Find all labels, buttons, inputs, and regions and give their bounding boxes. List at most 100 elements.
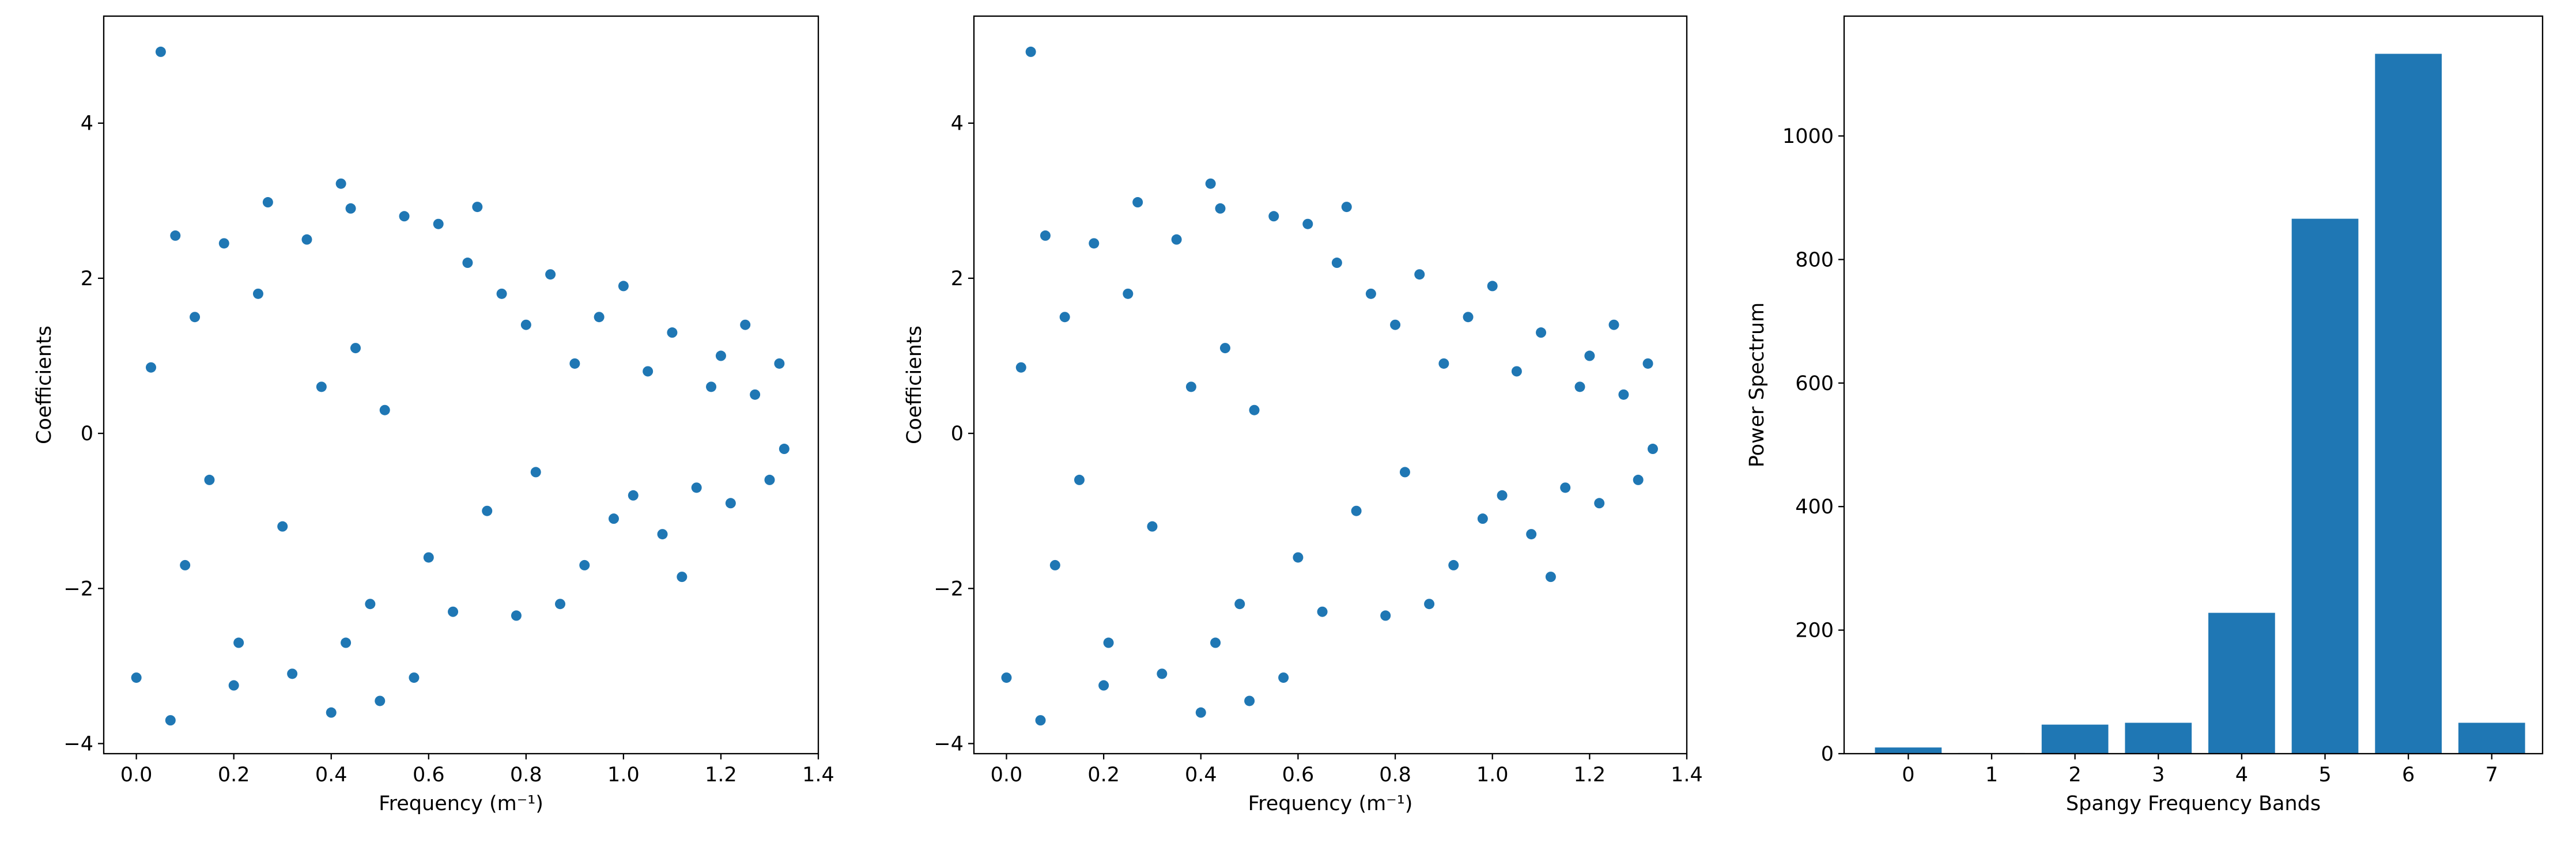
point [233,637,244,648]
point [608,513,619,524]
bar [2458,723,2525,754]
point [779,444,790,455]
point [750,389,761,400]
x-tick-label: 2 [2068,763,2081,786]
point [1015,362,1026,373]
y-axis-label: Coefficients [903,326,926,444]
point [715,350,726,361]
point [1331,258,1342,269]
point [1123,288,1134,299]
point [628,490,639,501]
point [706,381,717,392]
point [204,474,215,485]
point [341,637,352,648]
x-tick-label: 1.4 [1671,763,1703,786]
point [462,258,473,269]
point [1487,281,1498,292]
bar [2375,54,2442,754]
point [1497,490,1508,501]
point [1511,366,1522,377]
point [569,358,580,369]
point [262,197,273,208]
x-tick-label: 0.4 [1185,763,1217,786]
point [520,319,531,330]
point [1399,467,1410,478]
point [365,599,376,610]
point [545,269,556,280]
x-axis-label: Spangy Frequency Bands [2066,792,2321,815]
point [1195,707,1206,718]
x-tick-label: 0.8 [1379,763,1411,786]
point [555,599,566,610]
point [691,482,702,493]
point [190,312,201,323]
y-tick-label: 2 [81,267,93,290]
point [1633,474,1644,485]
x-tick-label: 1.2 [1574,763,1606,786]
point [677,572,688,583]
axes-frame [103,15,819,755]
point [1618,389,1629,400]
point [1205,178,1216,189]
x-tick-label: 1.0 [1476,763,1509,786]
point [530,467,541,478]
point [1293,552,1304,563]
x-tick-label: 0.4 [315,763,348,786]
point [1049,559,1060,570]
y-tick-label: 200 [1795,619,1834,642]
point [423,552,434,563]
point [1414,269,1425,280]
point [145,362,156,373]
point [1059,312,1070,323]
point [740,319,751,330]
point [1244,695,1255,706]
point [1341,202,1352,213]
point [1103,637,1114,648]
point [345,203,356,214]
point [1390,319,1401,330]
point [399,211,410,222]
bar [2041,724,2109,754]
point [409,672,420,683]
point [448,606,459,617]
point [1268,211,1279,222]
x-axis-label: Frequency (m⁻¹) [379,792,543,815]
point [1477,513,1488,524]
point [1035,715,1046,726]
point [1365,288,1376,299]
x-tick-label: 0.8 [510,763,542,786]
point [1219,343,1230,354]
point [1463,312,1474,323]
bar [2125,723,2192,754]
point [1584,350,1595,361]
point [511,610,522,621]
point [301,234,312,245]
point [472,202,483,213]
point [1560,482,1571,493]
point [774,358,785,369]
point [1098,680,1109,691]
x-tick-label: 0 [1902,763,1914,786]
y-tick-label: 4 [81,112,93,135]
point [1215,203,1226,214]
y-tick-label: 2 [951,267,964,290]
point [1424,599,1435,610]
x-tick-label: 0.6 [1282,763,1315,786]
point [1302,218,1313,229]
point [657,529,668,540]
point [1074,474,1085,485]
point [496,288,507,299]
point [180,559,191,570]
point [131,672,142,683]
y-axis-label: Coefficients [33,326,56,444]
point [1317,606,1328,617]
x-axis-label: Frequency (m⁻¹) [1248,792,1413,815]
x-tick-label: 6 [2402,763,2415,786]
x-tick-label: 4 [2235,763,2248,786]
y-tick-label: 800 [1795,248,1834,271]
y-tick-label: 0 [951,422,964,445]
point [618,281,629,292]
point [350,343,361,354]
point [1647,444,1658,455]
